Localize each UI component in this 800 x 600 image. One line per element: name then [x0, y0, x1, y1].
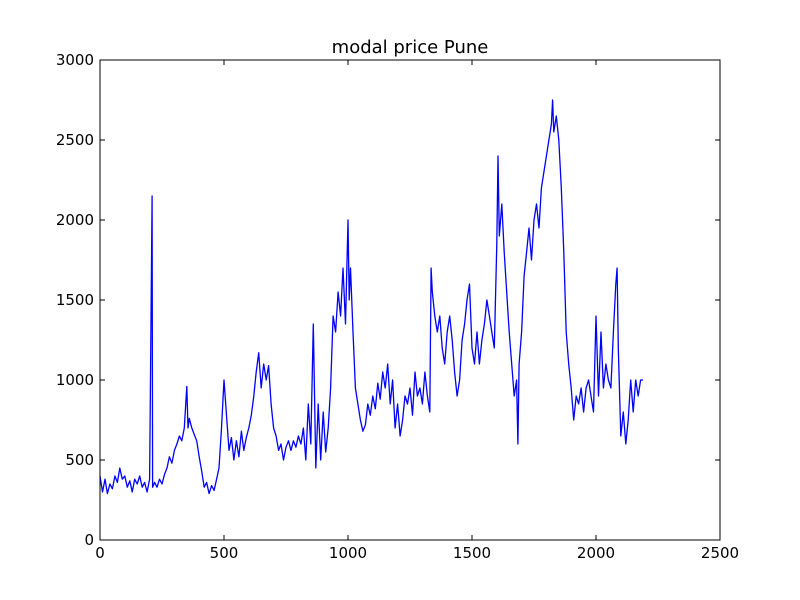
x-tick-label: 1500: [453, 544, 491, 562]
plot-background: [100, 60, 720, 540]
y-tick-label: 1000: [56, 371, 94, 389]
x-tick-label: 500: [210, 544, 239, 562]
series-layer: [99, 99, 644, 495]
y-tick-label: 500: [65, 451, 94, 469]
y-tick-label: 0: [84, 531, 94, 549]
chart-title: modal price Pune: [332, 37, 489, 58]
x-axis-ticks: 0 500 1000 1500 2000 2500: [95, 60, 739, 562]
y-tick-label: 2500: [56, 131, 94, 149]
x-tick-label: 0: [95, 544, 105, 562]
y-tick-label: 1500: [56, 291, 94, 309]
series-line: [99, 99, 644, 495]
y-axis-ticks: 0 500 1000 1500 2000 2500 3000: [56, 51, 720, 549]
x-tick-label: 1000: [329, 544, 367, 562]
y-tick-label: 3000: [56, 51, 94, 69]
y-tick-label: 2000: [56, 211, 94, 229]
x-tick-label: 2000: [577, 544, 615, 562]
plot-area: 0 500 1000 1500 2000 2500 0 500 1000 1500 2000 250…: [56, 51, 739, 562]
x-tick-label: 2500: [701, 544, 739, 562]
